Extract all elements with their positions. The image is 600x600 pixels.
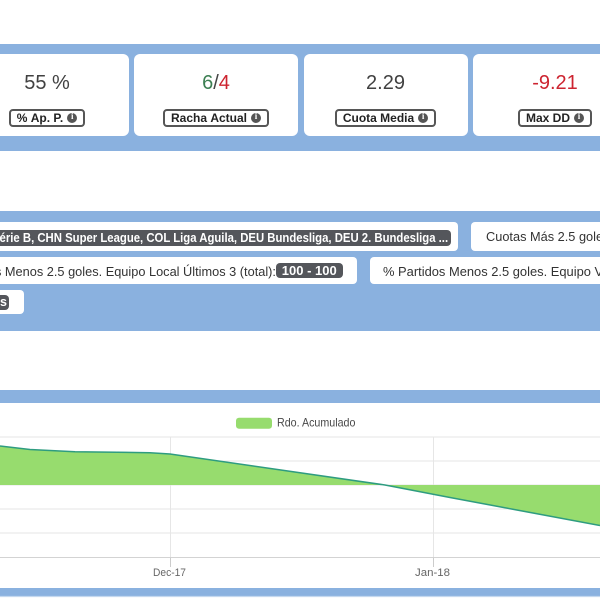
- svg-text:Dec-17: Dec-17: [153, 567, 186, 579]
- svg-text:Jan-18: Jan-18: [415, 567, 450, 579]
- svg-text:Rdo. Acumulado: Rdo. Acumulado: [277, 416, 356, 430]
